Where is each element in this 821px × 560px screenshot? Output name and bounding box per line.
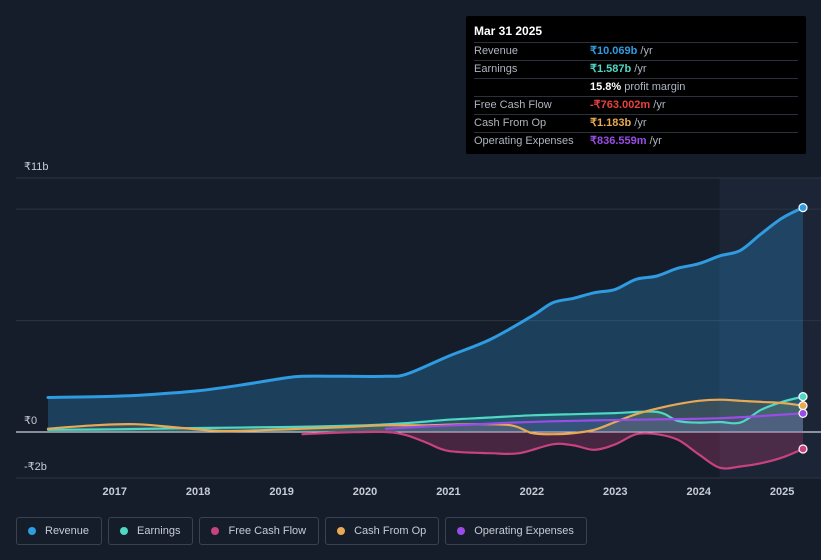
revenue-area — [48, 207, 803, 432]
legend-item-operating-expenses[interactable]: Operating Expenses — [445, 517, 587, 545]
x-axis-ticks: 2017 2018 2019 2020 2021 2022 2023 2024 2025 — [102, 486, 794, 498]
free-cash-flow-endpoint — [798, 444, 808, 454]
legend-dot-icon — [457, 527, 466, 535]
legend-item-cash-from-op[interactable]: Cash From Op — [325, 517, 440, 545]
tooltip-row-value: ₹1.183b /yr — [590, 117, 647, 129]
x-tick-label: 2017 — [102, 486, 126, 498]
legend-dot-icon — [28, 527, 36, 535]
operating-expenses-line — [384, 412, 805, 430]
earnings-endpoint — [798, 392, 808, 402]
x-tick-label: 2022 — [520, 486, 544, 498]
revenue-endpoint — [798, 203, 808, 213]
legend-item-earnings[interactable]: Earnings — [108, 517, 194, 545]
free-cash-flow-line — [301, 430, 805, 470]
operating-expenses-area — [385, 413, 803, 432]
tooltip-row: Free Cash Flow -₹763.002m /yr — [474, 96, 798, 114]
x-tick-label: 2021 — [436, 486, 460, 498]
tooltip-row-value: ₹10.069b /yr — [590, 45, 653, 57]
legend-item-free-cash-flow[interactable]: Free Cash Flow — [199, 517, 320, 545]
legend: Revenue Earnings Free Cash Flow Cash From O… — [16, 517, 587, 545]
cash-from-op-line — [46, 398, 805, 436]
x-tick-label: 2020 — [353, 486, 377, 498]
operating-expenses-endpoint — [798, 408, 808, 418]
y-zero-label: ₹0 — [24, 415, 37, 427]
legend-dot-icon — [120, 527, 129, 535]
tooltip-row-label: Free Cash Flow — [474, 99, 552, 111]
tooltip-row: Earnings ₹1.587b /yr — [474, 60, 798, 78]
tooltip-row-label: Revenue — [474, 45, 519, 57]
legend-label: Operating Expenses — [474, 525, 574, 537]
series-lines — [46, 206, 805, 470]
tooltip-row-value: ₹1.587b /yr — [590, 63, 647, 75]
tooltip-row: 15.8% profit margin — [474, 78, 798, 96]
x-tick-label: 2025 — [770, 486, 794, 498]
legend-label: Earnings — [137, 525, 181, 537]
cash-from-op-endpoint — [798, 401, 808, 411]
gridlines — [16, 177, 821, 479]
tooltip-row-label — [474, 79, 590, 96]
legend-label: Free Cash Flow — [228, 525, 307, 537]
tooltip-date: Mar 31 2025 — [474, 24, 543, 38]
legend-item-revenue[interactable]: Revenue — [16, 517, 103, 545]
tooltip-row: Revenue ₹10.069b /yr — [474, 42, 798, 60]
legend-dot-icon — [337, 527, 346, 535]
free-cash-flow-area — [302, 431, 803, 469]
tooltip-rows: Revenue ₹10.069b /yr Earnings ₹1.587b /yr 15… — [474, 42, 798, 150]
tooltip-row-value: ₹836.559m /yr — [590, 135, 662, 147]
x-tick-label: 2024 — [686, 486, 711, 498]
tooltip-row-label: Cash From Op — [474, 117, 547, 129]
tooltip-row-label: Earnings — [474, 63, 518, 75]
tooltip-row-label: Operating Expenses — [474, 135, 574, 147]
tooltip-row: Operating Expenses ₹836.559m /yr — [474, 132, 798, 150]
y-top-label: ₹11b — [24, 161, 49, 173]
x-tick-label: 2023 — [603, 486, 627, 498]
y-bottom-label: -₹2b — [24, 461, 47, 473]
legend-label: Cash From Op — [354, 525, 427, 537]
cash-from-op-area — [48, 399, 803, 435]
tooltip-panel: Mar 31 2025 Revenue ₹10.069b /yr Earnings ₹… — [466, 16, 806, 154]
x-tick-label: 2018 — [186, 486, 210, 498]
legend-dot-icon — [211, 527, 220, 535]
tooltip-row-value: -₹763.002m /yr — [590, 99, 666, 111]
revenue-line — [46, 206, 805, 399]
legend-label: Revenue — [45, 525, 90, 537]
x-tick-label: 2019 — [269, 486, 293, 498]
tooltip-row: Cash From Op ₹1.183b /yr — [474, 114, 798, 132]
series-endpoints — [798, 203, 808, 454]
earnings-line — [46, 395, 805, 431]
tooltip-row-value: 15.8% profit margin — [590, 81, 686, 93]
